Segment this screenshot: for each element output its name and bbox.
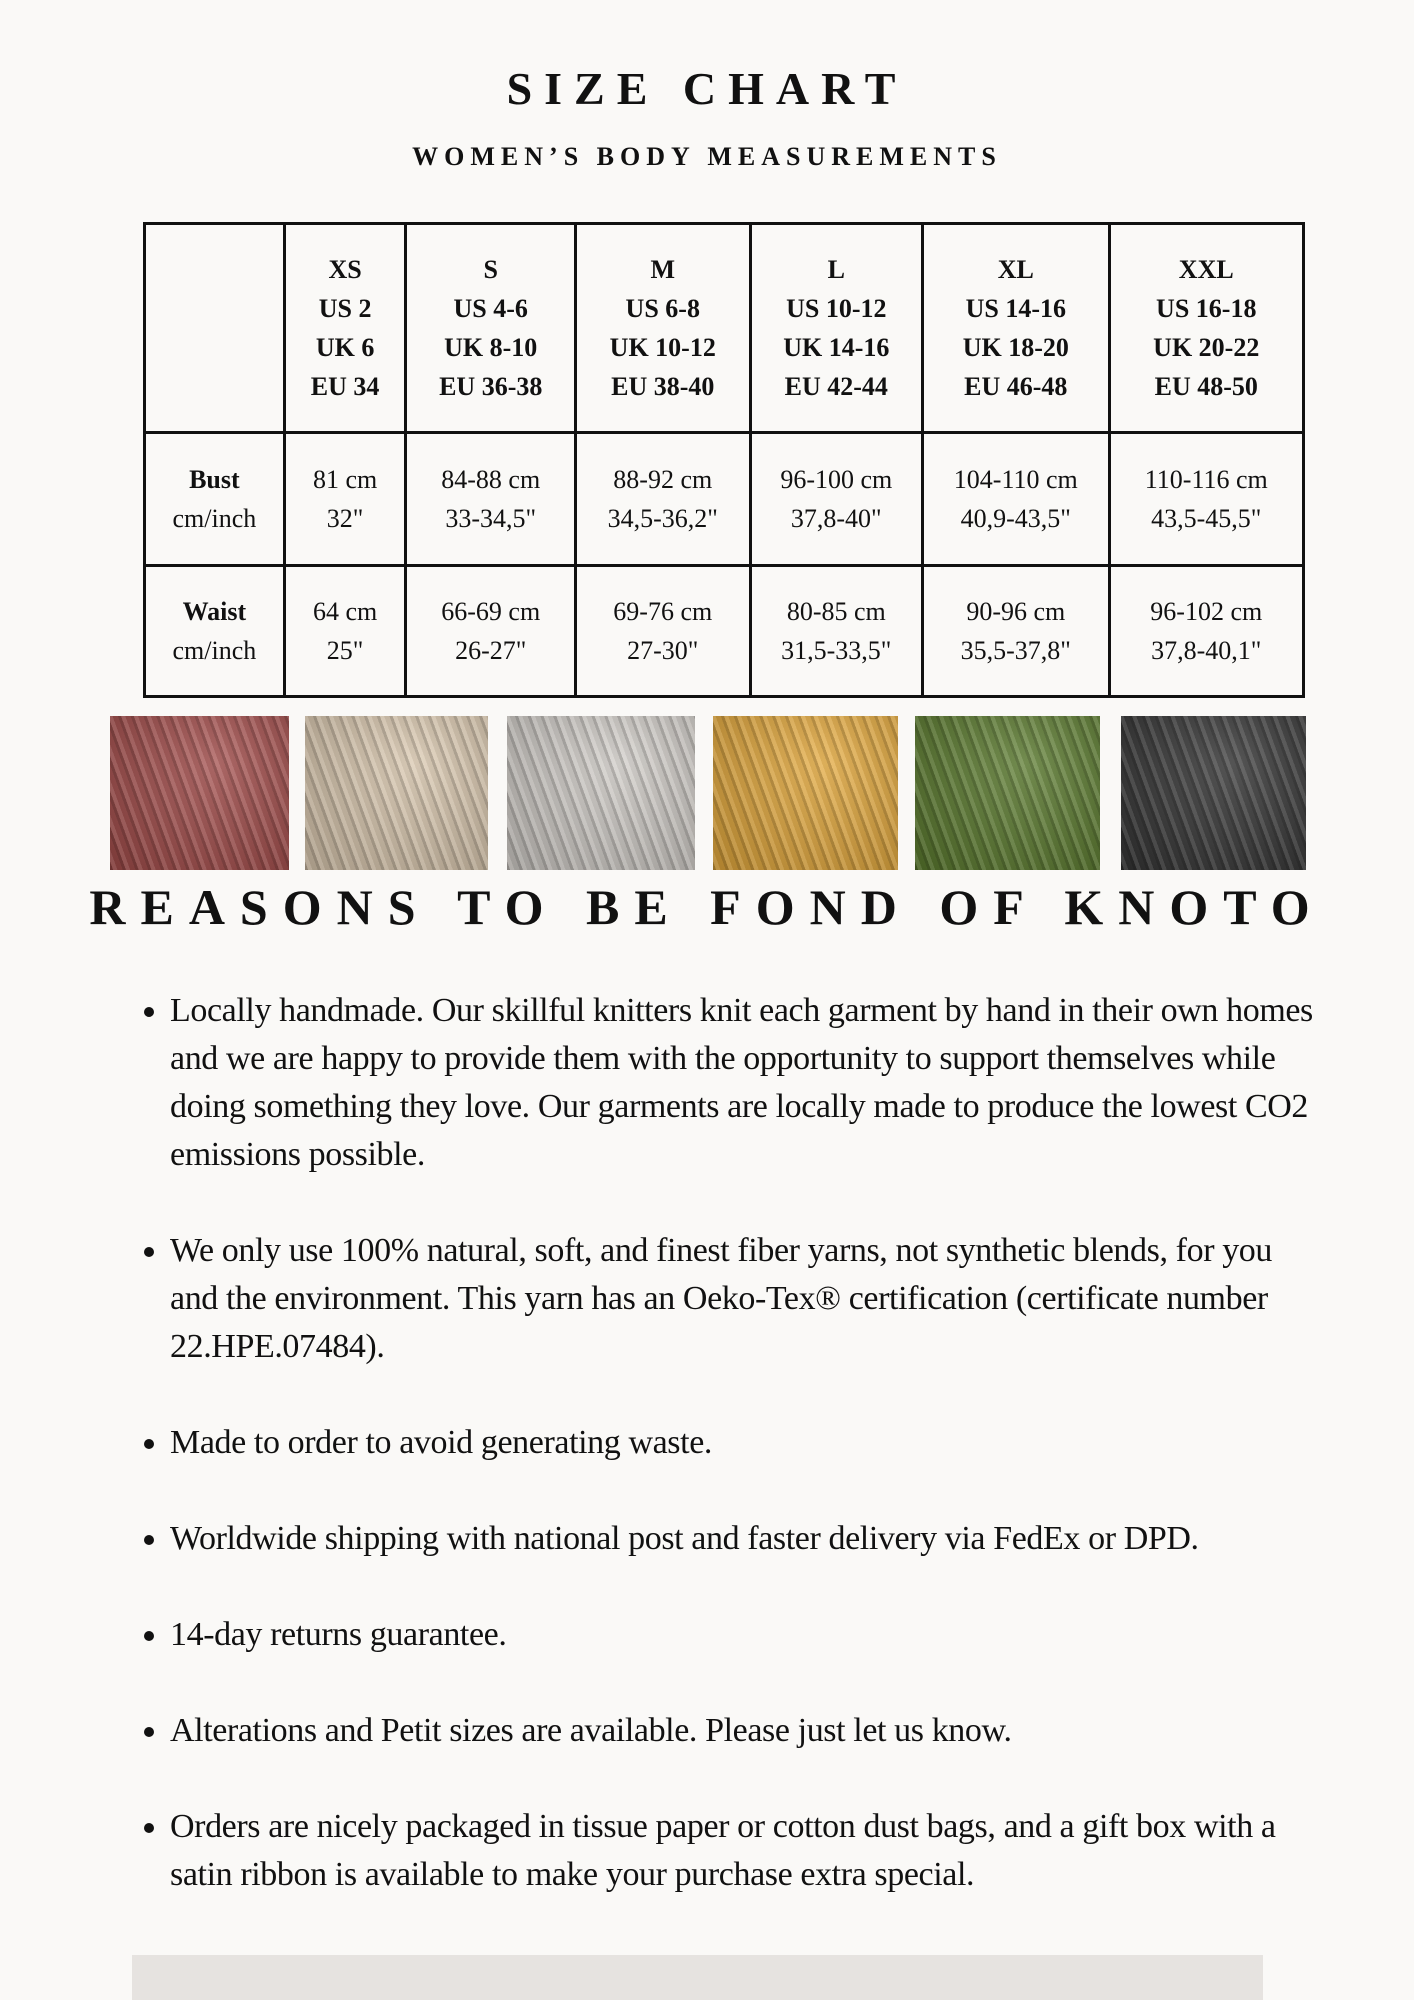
measurement-cell: 80-85 cm 31,5-33,5" [748,564,925,698]
row-unit: cm/inch [172,504,257,533]
measurement-cm: 96-102 cm [1150,597,1263,626]
size-eu: EU 48-50 [1154,372,1258,401]
measurement-cm: 81 cm [312,465,378,494]
size-header-xl: XL US 14-16 UK 18-20 EU 46-48 [921,222,1111,434]
measurement-cm: 69-76 cm [613,597,713,626]
measurement-cell: 96-100 cm 37,8-40" [748,431,925,567]
size-uk: UK 10-12 [609,333,716,362]
measurement-inch: 26-27" [455,636,527,665]
reason-item: Worldwide shipping with national post an… [170,1515,1320,1563]
reasons-heading: REASONS TO BE FOND OF KNOTO [89,879,1325,935]
row-unit: cm/inch [172,636,257,665]
yarn-swatch-rust [110,716,289,870]
measurement-inch: 43,5-45,5" [1151,504,1262,533]
measurement-cm: 64 cm [312,597,378,626]
size-us: US 10-12 [786,294,887,323]
table-row-bust: Bust cm/inch 81 cm 32" 84-88 cm 33-34,5" 88-92… [143,431,1306,567]
size-us: US 6-8 [625,294,700,323]
empty-corner-cell [143,222,286,434]
measurement-cell: 64 cm 25" [282,564,408,698]
row-label: Bust [189,465,240,494]
size-us: US 4-6 [453,294,528,323]
reason-item: 14-day returns guarantee. [170,1611,1320,1659]
table-row-waist: Waist cm/inch 64 cm 25" 66-69 cm 26-27" 69-76 … [143,564,1306,698]
measurement-cm: 110-116 cm [1144,465,1268,494]
table-header-row: XS US 2 UK 6 EU 34 S US 4-6 UK 8-10 EU 36-38 M US… [143,222,1306,434]
reason-item: Made to order to avoid generating waste. [170,1419,1320,1467]
size-us: US 2 [318,294,372,323]
yarn-swatch-charcoal [1121,716,1306,870]
measurement-cell: 110-116 cm 43,5-45,5" [1107,431,1306,567]
measurement-inch: 27-30" [627,636,699,665]
size-header-xs: XS US 2 UK 6 EU 34 [282,222,408,434]
measurement-cell: 81 cm 32" [282,431,408,567]
measurement-cm: 96-100 cm [780,465,893,494]
measurement-cell: 88-92 cm 34,5-36,2" [574,431,752,567]
size-uk: UK 20-22 [1153,333,1260,362]
measurement-inch: 33-34,5" [445,504,537,533]
reason-item: Alterations and Petit sizes are availabl… [170,1707,1320,1755]
size-size: S [483,255,498,284]
size-header-xxl: XXL US 16-18 UK 20-22 EU 48-50 [1107,222,1306,434]
measurement-cm: 80-85 cm [786,597,886,626]
size-size: XS [328,255,362,284]
size-size: L [827,255,845,284]
reason-item: Orders are nicely packaged in tissue pap… [170,1803,1320,1899]
size-uk: UK 14-16 [783,333,890,362]
footer-band [132,1955,1263,2000]
size-size: XXL [1178,255,1234,284]
page-subtitle: WOMEN’S BODY MEASUREMENTS [412,142,1002,171]
measurement-cell: 84-88 cm 33-34,5" [404,431,577,567]
measurement-inch: 37,8-40,1" [1151,636,1262,665]
size-uk: UK 6 [315,333,375,362]
measurement-inch: 31,5-33,5" [781,636,892,665]
size-eu: EU 38-40 [611,372,715,401]
yarn-swatch-light-gray [507,716,695,870]
size-uk: UK 18-20 [962,333,1069,362]
yarn-swatch-beige [305,716,488,870]
measurement-inch: 35,5-37,8" [960,636,1071,665]
reason-item: We only use 100% natural, soft, and fine… [170,1227,1320,1371]
row-label-cell: Waist cm/inch [143,564,286,698]
reason-item: Locally handmade. Our skillful knitters … [170,987,1320,1179]
size-header-m: M US 6-8 UK 10-12 EU 38-40 [574,222,752,434]
measurement-cell: 96-102 cm 37,8-40,1" [1107,564,1306,698]
size-eu: EU 36-38 [439,372,543,401]
measurement-cm: 90-96 cm [966,597,1066,626]
size-header-l: L US 10-12 UK 14-16 EU 42-44 [748,222,925,434]
measurement-inch: 32" [326,504,364,533]
page-title: SIZE CHART [506,63,908,114]
measurement-cell: 90-96 cm 35,5-37,8" [921,564,1111,698]
measurement-inch: 37,8-40" [790,504,882,533]
measurement-cm: 88-92 cm [613,465,713,494]
reasons-list: Locally handmade. Our skillful knitters … [140,987,1320,1947]
size-chart-table: XS US 2 UK 6 EU 34 S US 4-6 UK 8-10 EU 36-38 M US… [143,222,1306,698]
measurement-cm: 84-88 cm [441,465,541,494]
measurement-cell: 104-110 cm 40,9-43,5" [921,431,1111,567]
size-eu: EU 46-48 [964,372,1068,401]
measurement-cell: 69-76 cm 27-30" [574,564,752,698]
size-us: US 14-16 [965,294,1066,323]
yarn-swatch-mustard [713,716,898,870]
size-eu: EU 42-44 [784,372,888,401]
measurement-inch: 34,5-36,2" [607,504,718,533]
row-label: Waist [182,597,247,626]
size-us: US 16-18 [1156,294,1257,323]
size-eu: EU 34 [310,372,380,401]
yarn-swatch-olive-green [915,716,1100,870]
measurement-cell: 66-69 cm 26-27" [404,564,577,698]
measurement-cm: 104-110 cm [953,465,1078,494]
size-size: M [650,255,676,284]
measurement-inch: 25" [326,636,364,665]
size-header-s: S US 4-6 UK 8-10 EU 36-38 [404,222,577,434]
size-uk: UK 8-10 [444,333,538,362]
size-size: XL [997,255,1034,284]
row-label-cell: Bust cm/inch [143,431,286,567]
measurement-inch: 40,9-43,5" [960,504,1071,533]
measurement-cm: 66-69 cm [441,597,541,626]
